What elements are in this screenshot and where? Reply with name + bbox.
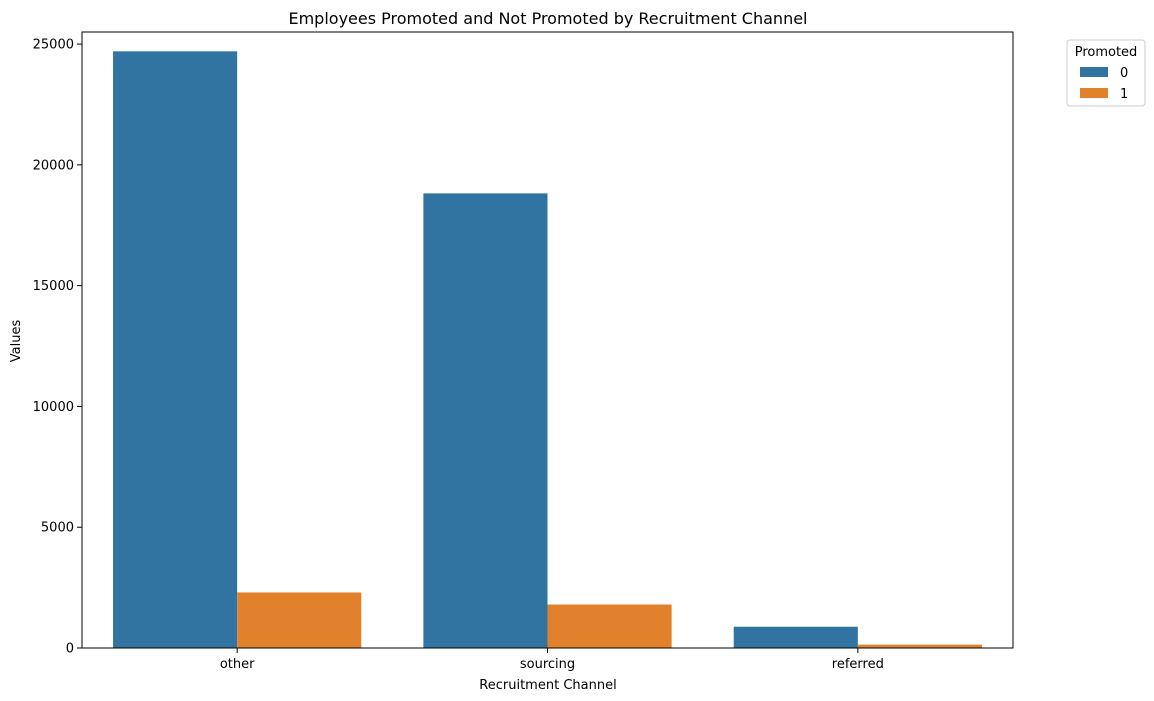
- x-tick-label-sourcing: sourcing: [520, 657, 575, 672]
- x-axis-ticks: other sourcing referred: [220, 648, 884, 672]
- x-tick-label-other: other: [220, 657, 255, 672]
- legend-swatch-1: [1080, 88, 1108, 98]
- chart-title: Employees Promoted and Not Promoted by R…: [288, 9, 807, 28]
- y-tick-label: 5000: [41, 521, 74, 536]
- legend: Promoted 0 1: [1066, 39, 1146, 107]
- y-axis-ticks: 0 5000 10000 15000 20000 25000: [33, 38, 82, 657]
- y-tick-label: 0: [66, 642, 74, 657]
- legend-label-0: 0: [1120, 66, 1128, 81]
- y-tick-label: 15000: [33, 279, 74, 294]
- x-tick-label-referred: referred: [832, 657, 884, 672]
- legend-swatch-0: [1080, 67, 1108, 77]
- y-tick-label: 20000: [33, 158, 74, 173]
- plot-frame: [81, 31, 1014, 649]
- bar-group: [113, 51, 982, 648]
- bar-referred-promoted-0: [733, 626, 858, 648]
- y-tick-label: 25000: [33, 38, 74, 53]
- bar-sourcing-promoted-0: [423, 193, 548, 648]
- bar-referred-promoted-1: [857, 644, 982, 648]
- bar-other-promoted-0: [113, 51, 238, 648]
- y-tick-label: 10000: [33, 400, 74, 415]
- bar-sourcing-promoted-1: [547, 604, 672, 648]
- legend-label-1: 1: [1120, 87, 1128, 102]
- bar-other-promoted-1: [237, 592, 362, 648]
- y-axis-label: Values: [9, 320, 24, 363]
- x-axis-label: Recruitment Channel: [479, 678, 616, 693]
- legend-title: Promoted: [1075, 45, 1138, 60]
